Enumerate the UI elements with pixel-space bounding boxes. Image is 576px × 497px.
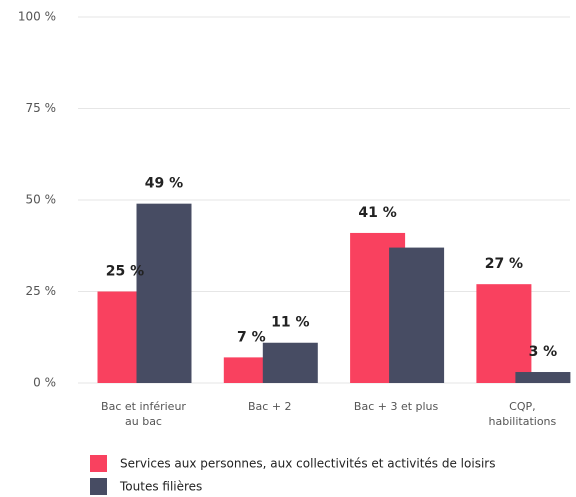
data-label: 49 % xyxy=(145,176,183,192)
y-tick-label: 75 % xyxy=(26,101,57,115)
data-label: 7 % xyxy=(237,329,266,345)
legend-label: Services aux personnes, aux collectivité… xyxy=(120,457,495,471)
y-tick-label: 100 % xyxy=(18,10,56,24)
y-tick-label: 50 % xyxy=(26,193,57,207)
x-tick-label: Bac et inférieur au bac xyxy=(101,400,186,428)
y-tick-label: 0 % xyxy=(33,376,56,390)
x-tick-label: CQP, habilitations xyxy=(488,400,557,428)
x-tick-label: Bac + 3 et plus xyxy=(353,400,439,413)
bar xyxy=(389,247,445,383)
y-tick-label: 25 % xyxy=(26,284,57,298)
data-label: 27 % xyxy=(485,256,523,272)
legend-swatch xyxy=(90,455,107,472)
x-tick-label: Bac + 2 xyxy=(248,400,292,413)
data-label: 25 % xyxy=(106,264,144,280)
data-label: 11 % xyxy=(271,315,309,331)
legend-label: Toutes filières xyxy=(119,480,202,494)
data-label: 41 % xyxy=(358,205,396,221)
data-label: 3 % xyxy=(529,344,558,360)
bar xyxy=(476,284,532,383)
bar xyxy=(136,203,192,383)
legend-swatch xyxy=(90,478,107,495)
bar xyxy=(515,372,571,383)
bar xyxy=(262,342,318,383)
